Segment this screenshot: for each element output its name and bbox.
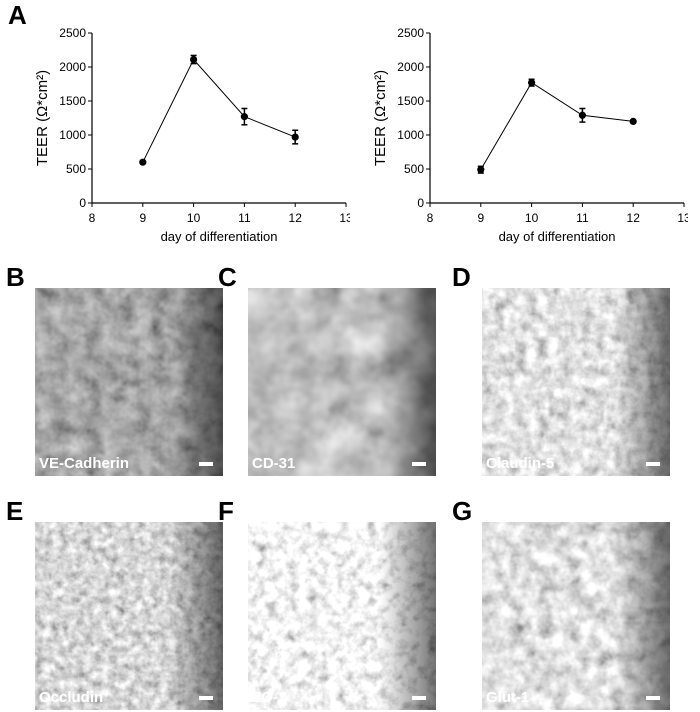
stain-label: Glut-1 [486, 689, 530, 706]
micrograph-texture [35, 522, 223, 710]
x-tick-label: 9 [477, 211, 484, 225]
micrograph-texture [35, 288, 223, 476]
x-tick-label: 9 [139, 211, 146, 225]
panel-label-c: C [218, 262, 237, 292]
x-tick-label: 8 [89, 211, 96, 225]
y-tick-label: 2000 [397, 60, 424, 74]
x-tick-label: 10 [525, 211, 539, 225]
micrograph-texture [482, 288, 670, 476]
stain-label: Occludin [39, 689, 104, 706]
series-line [480, 81, 634, 170]
micrograph-zo-1: ZO-1 [248, 522, 436, 710]
scale-bar [199, 462, 213, 466]
micrograph-texture [248, 288, 436, 476]
data-point [629, 117, 637, 125]
panel-label-e: E [6, 496, 24, 526]
data-point [477, 166, 485, 174]
stain-label: Claudin-5 [486, 455, 555, 472]
data-point [291, 133, 299, 141]
teer-chart-1: 8 9 10 11 12 13 0 500 1000 1500 2000 2500 day of dif… [34, 26, 350, 244]
y-tick-label: 1500 [397, 94, 424, 108]
x-axis-label: day of differentiation [499, 229, 616, 244]
panel-label-d: D [452, 262, 471, 292]
y-tick-label: 500 [404, 162, 424, 176]
data-point [139, 158, 147, 166]
micrograph-cd-31: CD-31 [248, 288, 436, 476]
stain-label: VE-Cadherin [39, 455, 130, 472]
y-tick-label: 500 [66, 162, 86, 176]
x-tick-label: 10 [187, 211, 201, 225]
micrograph-claudin-5: Claudin-5 [482, 288, 670, 476]
scale-bar [199, 696, 213, 700]
scale-bar [646, 696, 660, 700]
y-axis-label: TEER (Ω*cm²) [372, 70, 389, 166]
micrograph-texture [482, 522, 670, 710]
panel-label-f: F [218, 496, 234, 526]
data-point [240, 113, 248, 121]
micrograph-occludin: Occludin [35, 522, 223, 710]
panel-label-a: A [8, 0, 27, 30]
x-tick-label: 11 [576, 211, 589, 225]
x-tick-label: 11 [238, 211, 251, 225]
stain-label: ZO-1 [252, 689, 287, 706]
scale-bar [412, 462, 426, 466]
y-axis-label: TEER (Ω*cm²) [34, 70, 51, 166]
data-point [528, 79, 536, 87]
scale-bar [646, 462, 660, 466]
x-axis-label: day of differentiation [161, 229, 278, 244]
micrograph-glut-1: Glut-1 [482, 522, 670, 710]
y-tick-label: 2000 [59, 60, 86, 74]
micrograph-ve-cadherin: VE-Cadherin [35, 288, 223, 476]
y-tick-label: 1000 [59, 128, 86, 142]
panel-label-g: G [452, 496, 473, 526]
x-tick-label: 13 [677, 211, 688, 225]
y-tick-label: 2500 [397, 26, 424, 40]
x-tick-label: 8 [427, 211, 434, 225]
y-tick-label: 0 [79, 196, 86, 210]
series-line [142, 58, 296, 163]
y-tick-label: 0 [417, 196, 424, 210]
teer-chart-2: 8 9 10 11 12 13 0 500 1000 1500 2000 2500 day of dif… [372, 26, 688, 244]
scale-bar [412, 696, 426, 700]
y-tick-label: 1500 [59, 94, 86, 108]
x-tick-label: 12 [289, 211, 303, 225]
micrograph-texture [248, 522, 436, 710]
data-point [190, 55, 198, 64]
stain-label: CD-31 [252, 455, 296, 472]
y-tick-label: 2500 [59, 26, 86, 40]
x-tick-label: 12 [627, 211, 641, 225]
x-tick-label: 13 [339, 211, 350, 225]
y-tick-label: 1000 [397, 128, 424, 142]
panel-label-b: B [6, 262, 25, 292]
data-point [578, 111, 586, 119]
